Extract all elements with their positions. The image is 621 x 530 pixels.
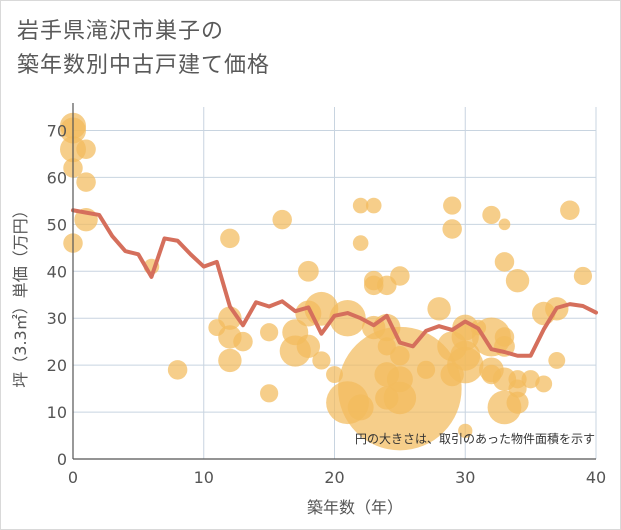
bubble-point: [506, 391, 529, 414]
bubble-point: [427, 297, 451, 321]
bubble-point: [498, 218, 511, 231]
bubble-point: [390, 345, 410, 366]
bubble-point: [76, 139, 96, 159]
bubble-point: [365, 197, 382, 214]
trend-line: [71, 208, 598, 358]
bubble-point: [218, 348, 242, 373]
bubble-point: [233, 331, 253, 352]
bubble-point: [352, 235, 369, 251]
bubble-point: [416, 360, 436, 379]
bubble-point: [296, 334, 321, 359]
bubble-point: [535, 375, 553, 393]
x-tick-label: 10: [194, 468, 214, 487]
bubble-point: [220, 228, 240, 249]
x-tick-label: 30: [455, 468, 475, 487]
bubble-point: [383, 381, 417, 415]
bubble-point: [297, 260, 319, 282]
bubble-point: [442, 219, 462, 239]
y-tick-label: 50: [47, 215, 67, 234]
x-axis-title: 築年数（年）: [307, 498, 403, 517]
x-tick-label: 20: [324, 468, 344, 487]
bubble-point: [329, 300, 366, 337]
title-line-2: 築年数別中古戸建て価格: [17, 53, 271, 78]
bubble-size-note: 円の大きさは、取引のあった物件面積を示す: [355, 431, 595, 446]
bubble-point: [260, 323, 279, 342]
y-tick-label: 40: [47, 262, 67, 281]
bubble-series: [60, 112, 593, 451]
x-tick-label: 40: [586, 468, 606, 487]
bubble-point: [390, 266, 410, 286]
y-tick-label: 0: [57, 450, 67, 469]
bubble-point: [560, 200, 580, 221]
title-line-1: 岩手県滝沢市巣子の: [17, 19, 225, 44]
bubble-point: [443, 196, 462, 215]
bubble-point: [521, 370, 540, 389]
bubble-point: [482, 205, 501, 225]
bubble-point: [76, 172, 96, 192]
bubble-point: [167, 360, 188, 380]
chart-title: 岩手県滝沢市巣子の 築年数別中古戸建て価格: [17, 15, 270, 83]
y-tick-label: 10: [47, 403, 67, 422]
bubble-point: [260, 384, 279, 403]
y-axis-title: 坪（3.3㎡）単価（万円）: [11, 202, 30, 387]
average-price-line: [71, 208, 598, 358]
bubble-point: [458, 423, 473, 438]
bubble-point: [272, 209, 292, 230]
bubble-point: [352, 197, 369, 214]
bubble-point: [548, 351, 566, 369]
y-tick-label: 20: [47, 356, 67, 375]
y-tick-label: 60: [47, 168, 67, 187]
bubble-point: [505, 268, 530, 293]
bubble-point: [312, 351, 331, 370]
bubble-point: [326, 366, 343, 383]
bubble-point: [447, 346, 484, 384]
y-tick-label: 70: [47, 121, 67, 140]
y-tick-label: 30: [47, 309, 67, 328]
bubble-point: [494, 252, 515, 272]
bubble-point: [573, 266, 593, 286]
axes: 0 10 20 30 40 50 60 70 0 10 20 30 40: [47, 103, 606, 487]
x-tick-label: 0: [68, 468, 78, 487]
